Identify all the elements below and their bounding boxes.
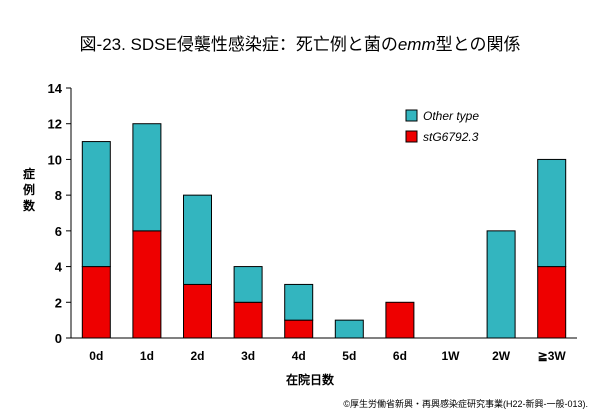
bar-other-type	[132, 123, 162, 232]
y-tick-label: 10	[48, 152, 62, 167]
x-tick-label: 6d	[393, 349, 407, 363]
x-tick-label: 0d	[89, 349, 103, 363]
y-tick-label: 14	[48, 81, 63, 96]
bar-other-type	[284, 283, 314, 321]
y-tick-label: 0	[55, 331, 62, 346]
title-prefix: 図-23. SDSE侵襲性感染症：死亡例と菌の	[79, 35, 398, 54]
x-tick-label: 4d	[292, 349, 306, 363]
bar-other-type	[486, 230, 516, 339]
x-tick-label: 3d	[241, 349, 255, 363]
y-tick-label: 8	[55, 188, 62, 203]
legend-label-other-type: Other type	[423, 109, 479, 123]
y-tick-label: 4	[55, 260, 63, 275]
bar-other-type	[81, 141, 111, 268]
legend-label-stg6792-3: stG6792.3	[423, 130, 479, 144]
x-tick-label: 5d	[342, 349, 356, 363]
bar-stg6792-3	[81, 266, 111, 339]
bar-stg6792-3	[233, 301, 263, 339]
bar-other-type	[233, 266, 263, 303]
x-tick-label: 1d	[140, 349, 154, 363]
bar-stg6792-3	[284, 319, 314, 339]
y-axis-label: 症例数	[22, 167, 35, 213]
legend-swatch-other-type	[405, 109, 418, 122]
bar-stg6792-3	[537, 266, 567, 339]
bar-other-type	[183, 194, 212, 285]
x-tick-label: 1W	[442, 349, 461, 363]
bar-other-type	[334, 319, 364, 339]
x-tick-label: 2W	[492, 349, 511, 363]
bar-stg6792-3	[132, 230, 162, 339]
credit-note: ©厚生労働省新興・再興感染症研究事業(H22-新興-一般-013).	[343, 399, 588, 409]
y-tick-label: 6	[55, 224, 62, 239]
x-axis-label: 在院日数	[285, 373, 334, 387]
title-italic: emm	[397, 35, 436, 54]
x-tick-label: 2d	[190, 349, 204, 363]
legend-swatch-stg6792-3	[405, 130, 418, 143]
x-tick-label: ≧3W	[538, 349, 567, 363]
bar-other-type	[537, 158, 567, 268]
y-tick-label: 2	[55, 295, 62, 310]
bar-stg6792-3	[385, 301, 415, 339]
chart-title: 図-23. SDSE侵襲性感染症：死亡例と菌のemm型との関係	[0, 30, 600, 55]
y-tick-label: 12	[48, 117, 62, 132]
title-suffix: 型との関係	[435, 35, 521, 54]
bar-stg6792-3	[183, 283, 212, 339]
